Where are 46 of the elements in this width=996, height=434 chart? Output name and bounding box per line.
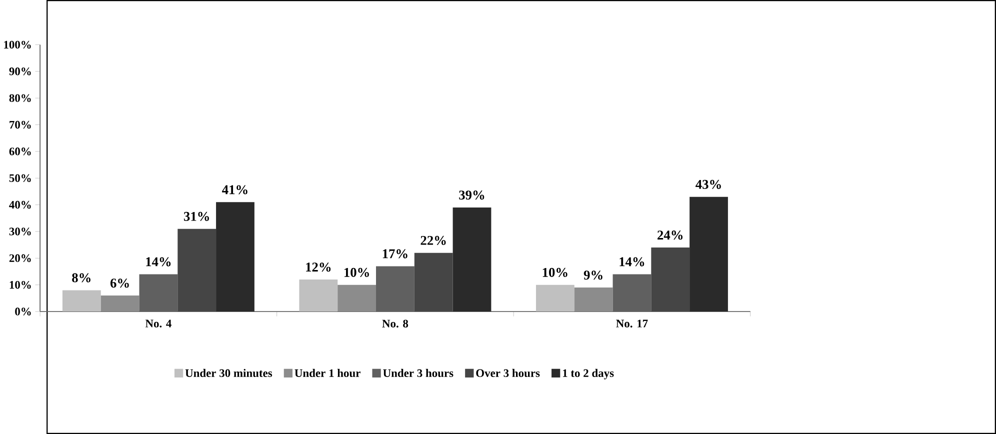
legend-label: Under 1 hour [294, 368, 360, 378]
y-tick-label: 10% [10, 280, 31, 289]
data-label: 8% [72, 273, 90, 282]
data-label: 17% [382, 249, 408, 258]
data-label: 6% [110, 278, 129, 288]
bar [452, 207, 492, 312]
data-label: 31% [184, 212, 209, 221]
data-label: 10% [542, 268, 568, 277]
data-label: 39% [459, 190, 484, 200]
y-tick-label: 50% [9, 174, 31, 182]
data-label: 24% [658, 230, 682, 240]
bar [338, 284, 376, 312]
legend-label: Under 30 minutes [185, 368, 272, 378]
y-tick-label: 20% [9, 254, 31, 262]
data-label: 14% [620, 257, 644, 266]
bar [414, 252, 453, 312]
data-label: 10% [344, 268, 369, 277]
bar [299, 280, 338, 312]
x-tick-label: No. 4 [145, 320, 172, 328]
y-tick-label: 100% [4, 40, 31, 49]
y-tick-label: 90% [9, 67, 31, 76]
y-tick-label: 70% [10, 120, 31, 129]
data-label: 41% [222, 185, 248, 194]
data-label: 43% [696, 180, 721, 189]
y-tick-label: 0% [15, 308, 31, 316]
legend-label: Over 3 hours [476, 368, 540, 378]
y-tick-label: 80% [9, 94, 31, 102]
bar [690, 196, 728, 312]
bar [216, 202, 254, 312]
x-tick-label: No. 17 [616, 320, 648, 328]
legend-label: 1 to 2 days [562, 368, 614, 380]
legend-label: Under 3 hours [383, 368, 454, 378]
data-label: 22% [420, 236, 446, 245]
bar [536, 284, 574, 312]
bar [62, 290, 101, 312]
y-tick-label: 40% [9, 200, 31, 209]
data-label: 12% [306, 262, 331, 272]
x-tick-label: No. 8 [382, 320, 408, 328]
bar [574, 288, 613, 312]
data-label: 9% [584, 270, 602, 280]
y-tick-label: 60% [9, 148, 31, 156]
y-tick-label: 30% [9, 228, 31, 236]
bar [651, 247, 690, 312]
bar [100, 296, 140, 312]
data-label: 14% [146, 257, 171, 266]
bar [178, 228, 216, 312]
